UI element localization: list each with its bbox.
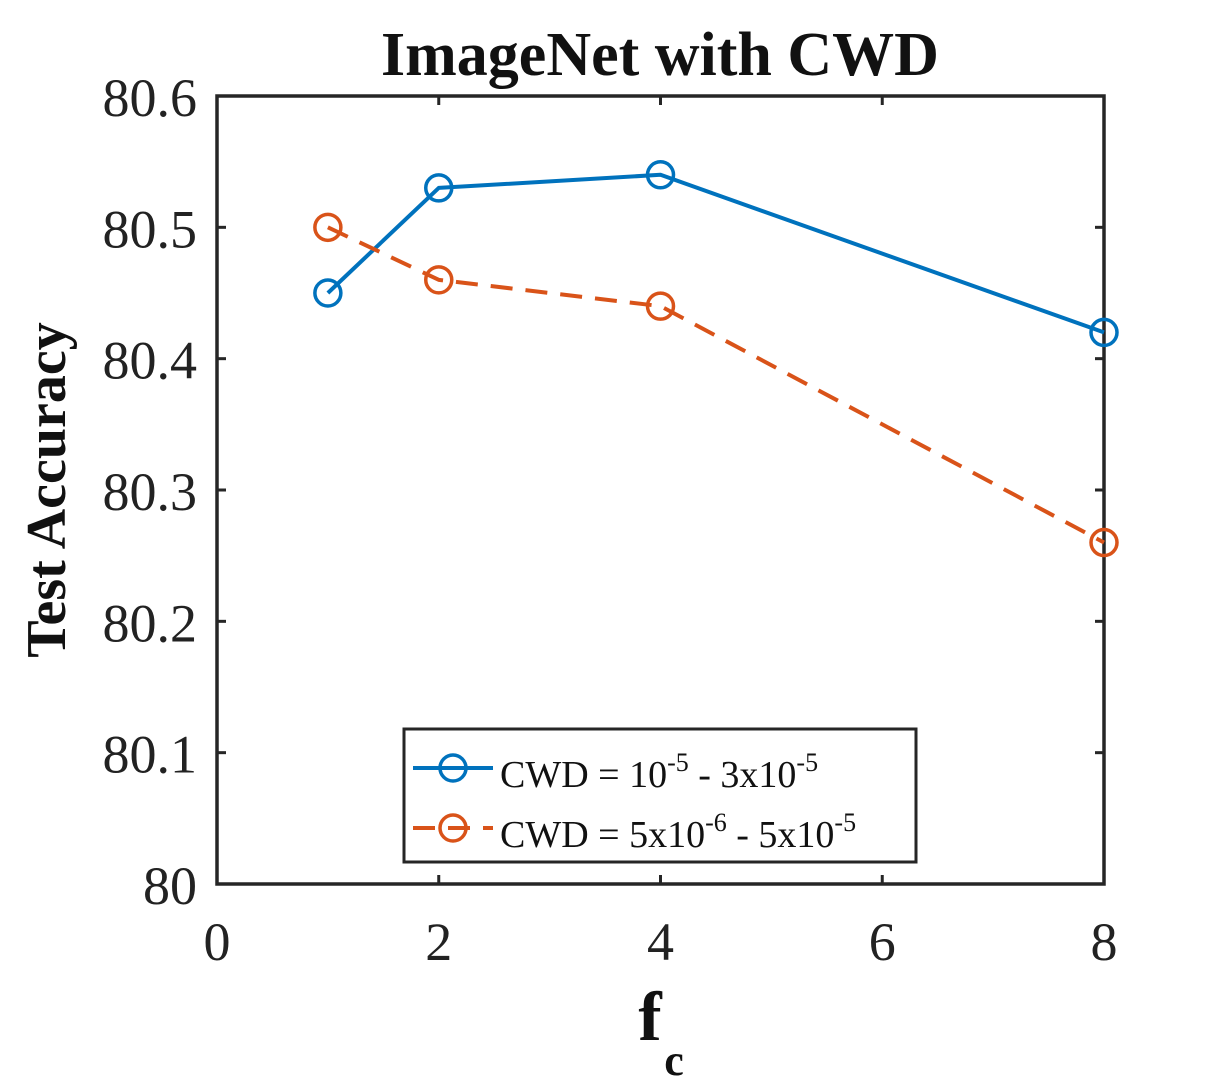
legend-entry: CWD = 5x10-6​ - 5x10-5​ [413,808,856,856]
data-point [424,173,454,203]
x-tick-label: 4 [647,912,674,972]
y-axis-label: Test Accuracy [16,322,78,657]
x-axis-label: f c [638,979,683,1085]
data-point [645,160,676,190]
legend-marker [438,753,468,783]
y-tick-label: 80.2 [103,593,198,653]
series-1 [313,160,1119,348]
x-tick-label: 0 [204,912,231,972]
legend: CWD = 10-5​ - 3x10-5​ CWD = 5x10-6​ - 5x1… [402,727,918,864]
y-tick-label: 80.6 [103,68,198,128]
series-2 [313,212,1119,558]
legend-box [402,727,918,864]
y-tick-label: 80.1 [103,725,198,785]
x-axis-label-subscript: c [664,1036,684,1085]
legend-marker [438,813,468,843]
data-point [424,265,454,295]
x-tick-label: 8 [1091,912,1118,972]
axes: 0 2 4 6 8 80 80.1 80.2 80.3 80.4 80.5 80.6 [103,68,1118,972]
data-point [1089,527,1119,558]
data-point [313,212,343,243]
y-tick-label: 80.3 [103,462,198,522]
x-tick-label: 6 [869,912,896,972]
data-point [313,278,343,308]
y-tick-label: 80 [143,856,197,916]
data-point [645,291,676,321]
x-axis-label-main: f [638,979,662,1056]
legend-label: CWD = 5x10-6​ - 5x10-5​ [500,808,856,856]
series-line [326,172,1105,335]
series-layer [313,160,1119,558]
y-tick-label: 80.5 [103,199,198,259]
series-line [327,225,1105,545]
chart-title: ImageNet with CWD [381,21,939,89]
y-tick-label: 80.4 [103,331,198,391]
x-tick-label: 2 [425,912,452,972]
data-point [1089,317,1119,348]
legend-label: CWD = 10-5​ - 3x10-5​ [500,748,818,796]
legend-entry: CWD = 10-5​ - 3x10-5​ [413,748,818,796]
